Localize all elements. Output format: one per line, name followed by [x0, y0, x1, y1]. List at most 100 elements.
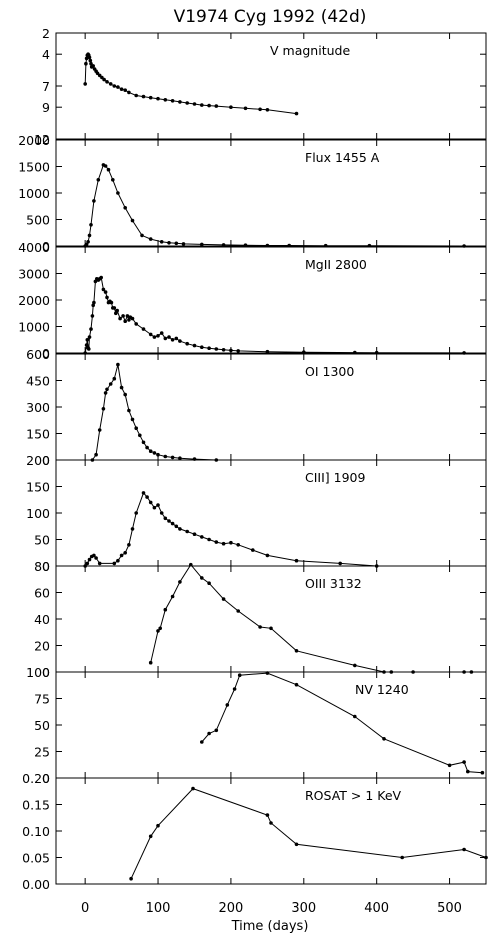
data-point [265, 671, 270, 675]
data-point [105, 80, 109, 84]
data-point [85, 561, 90, 566]
data-point [462, 847, 466, 852]
data-point [447, 763, 452, 768]
panel-frame [55, 139, 487, 247]
data-point [84, 61, 88, 66]
panel-label: NV 1240 [355, 682, 409, 697]
data-point [466, 769, 470, 774]
data-point [119, 553, 124, 558]
series-line [130, 788, 487, 879]
panel-label: OIII 3132 [305, 576, 362, 591]
data-point [156, 452, 160, 457]
data-point [243, 106, 248, 111]
data-point [207, 346, 211, 351]
data-point [382, 737, 386, 741]
data-point [112, 561, 117, 566]
panel-frame [55, 459, 487, 567]
data-point [192, 532, 197, 536]
panel-1: 2 4 7 9 12 V magnitude [34, 26, 487, 147]
data-point [207, 731, 211, 736]
series-line [84, 276, 465, 354]
y-tick-label: 0 [42, 239, 50, 254]
panel-label: MgII 2800 [305, 257, 367, 272]
panel-frame [55, 246, 487, 354]
data-point [103, 391, 108, 395]
data-point [115, 308, 119, 313]
data-point [109, 300, 114, 305]
y-tick-label: 12 [34, 132, 50, 147]
data-point [200, 242, 204, 247]
data-point [84, 343, 89, 347]
panel-8: 0.000.050.100.150.200 100 200 300 400 500ROSA… [22, 771, 488, 916]
data-point [145, 445, 149, 450]
x-tick-label: 0 [81, 901, 89, 916]
series-line [91, 364, 217, 461]
data-point [156, 334, 160, 338]
data-point [207, 537, 211, 542]
data-point [236, 543, 240, 547]
y-tick-label: 0 [42, 771, 50, 786]
data-point [265, 108, 270, 112]
data-point [130, 417, 135, 422]
data-point [258, 625, 262, 629]
data-point [480, 770, 485, 775]
data-point [87, 557, 92, 562]
data-point [148, 834, 153, 839]
series-line [84, 53, 297, 115]
y-tick-label: 3000 [18, 267, 50, 282]
y-tick-label: 150 [26, 427, 50, 442]
data-point [200, 103, 204, 107]
data-point [484, 855, 488, 860]
data-point [116, 191, 120, 195]
data-point [185, 529, 189, 534]
data-point [338, 561, 343, 566]
data-point [192, 102, 197, 106]
data-point [156, 503, 160, 507]
data-point [221, 348, 226, 352]
data-point [145, 495, 149, 499]
data-point [91, 64, 95, 68]
data-point [236, 349, 240, 353]
data-point [130, 527, 135, 531]
y-tick-label: 1500 [18, 160, 50, 175]
panel-label: Flux 1455 A [305, 150, 380, 165]
data-point [148, 449, 153, 454]
data-point [121, 314, 125, 318]
data-point [134, 93, 138, 98]
y-tick-label: 100 [26, 506, 50, 521]
data-point [89, 61, 93, 66]
data-point [134, 511, 138, 515]
data-point [258, 107, 262, 112]
data-point [156, 823, 160, 828]
data-point [265, 553, 270, 558]
data-point [123, 551, 127, 555]
data-point [302, 350, 306, 355]
data-point [89, 327, 93, 331]
data-point [185, 101, 189, 105]
panel-7: 0 25 50 75 100 NV 1240 [26, 665, 487, 786]
panel-5: 0 50 100 150 200 CIII] 1909 [26, 453, 487, 574]
data-point [94, 452, 98, 457]
data-point [178, 100, 182, 104]
data-point [86, 240, 90, 244]
data-point [159, 240, 164, 244]
data-point [127, 408, 131, 413]
y-tick-label: 4000 [18, 240, 50, 255]
data-point [127, 543, 131, 547]
data-point [123, 319, 127, 324]
panel-4: 0 150 300 450 600 OI 1300 [26, 347, 487, 468]
data-point [116, 362, 120, 367]
y-tick-label: 450 [26, 374, 50, 389]
data-point [119, 87, 124, 91]
data-point [105, 387, 109, 392]
data-point [214, 728, 219, 733]
data-point [163, 607, 168, 612]
data-point [123, 88, 127, 92]
y-tick-label: 0.15 [22, 798, 50, 813]
data-point [116, 558, 120, 563]
data-point [225, 703, 230, 707]
y-tick-label: 40 [34, 612, 50, 627]
data-point [174, 336, 179, 341]
data-point [148, 500, 153, 505]
y-tick-label: 0.10 [22, 824, 50, 839]
